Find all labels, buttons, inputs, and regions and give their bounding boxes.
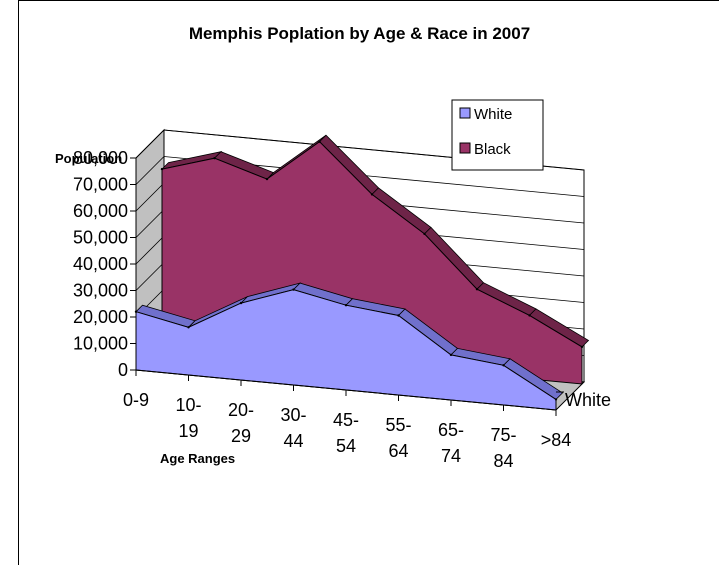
y-tick-label: 80,000 <box>73 148 128 168</box>
legend-swatch-black <box>459 142 471 154</box>
y-tick-label: 10,000 <box>73 334 128 354</box>
x-tick-label-line: 19 <box>178 421 198 441</box>
depth-axis-label: White <box>565 390 611 410</box>
data-point-white <box>449 353 453 357</box>
y-tick-label: 0 <box>118 360 128 380</box>
x-tick-label-line: 55- <box>385 415 411 435</box>
data-point-white <box>239 301 243 305</box>
x-tick-label: 0-9 <box>123 390 149 410</box>
data-point-black <box>318 140 321 143</box>
x-tick-label-line: 10- <box>175 395 201 415</box>
x-tick-label: 10-19 <box>175 395 201 441</box>
x-tick-label-line: 29 <box>231 426 251 446</box>
y-tick-label: 30,000 <box>73 281 128 301</box>
y-tick-label: 50,000 <box>73 228 128 248</box>
x-tick-label: 30-44 <box>280 405 306 451</box>
x-tick-label-line: 54 <box>336 436 356 456</box>
x-tick-label: 75-84 <box>490 425 516 471</box>
y-tick-label: 60,000 <box>73 201 128 221</box>
data-point-white <box>344 304 348 307</box>
data-point-black <box>265 177 269 181</box>
data-point-white <box>187 326 190 329</box>
x-tick-label-line: 75- <box>490 425 516 445</box>
legend: White Black <box>451 99 544 171</box>
data-point-white <box>397 314 400 317</box>
x-tick-label-line: 20- <box>228 400 254 420</box>
x-tick-label: 45-54 <box>333 410 359 456</box>
legend-label-black: Black <box>474 141 511 158</box>
data-point-black <box>423 232 426 236</box>
x-tick-label-line: 65- <box>438 420 464 440</box>
data-point-black <box>370 193 374 196</box>
x-axis-title: Age Ranges <box>160 451 235 466</box>
chart-title: Memphis Poplation by Age & Race in 2007 <box>188 24 531 43</box>
x-tick-label-line: 74 <box>441 446 461 466</box>
x-tick-label: 20-29 <box>228 400 254 446</box>
x-tick-label-line: 30- <box>280 405 306 425</box>
y-tick-label: 40,000 <box>73 254 128 274</box>
data-point-white <box>502 364 505 367</box>
x-tick-label-line: 0-9 <box>123 390 149 410</box>
data-point-black <box>580 345 584 349</box>
x-tick-label-line: 45- <box>333 410 359 430</box>
data-point-black <box>160 167 164 171</box>
x-tick-label-line: >84 <box>541 430 572 450</box>
y-axis-title: Population <box>55 151 122 166</box>
legend-swatch-white <box>459 107 471 119</box>
data-point-black <box>475 288 479 291</box>
legend-label-white: White <box>474 106 512 123</box>
y-tick-label: 70,000 <box>73 175 128 195</box>
data-point-white <box>292 288 295 291</box>
x-tick-label-line: 84 <box>493 451 513 471</box>
x-tick-label-line: 64 <box>388 441 408 461</box>
gridline <box>135 129 585 171</box>
data-point-white <box>554 398 558 401</box>
x-tick-label: 55-64 <box>385 415 411 461</box>
x-tick-label: 65-74 <box>438 420 464 466</box>
x-tick-label: >84 <box>541 430 572 450</box>
data-point-black <box>528 314 531 317</box>
axes: 0 10,000 20,000 30,000 40,000 50,000 60,000 70,… <box>73 148 571 471</box>
data-point-black <box>213 157 216 160</box>
gridline <box>135 156 585 197</box>
y-tick-label: 20,000 <box>73 307 128 327</box>
x-tick-label-line: 44 <box>283 431 303 451</box>
